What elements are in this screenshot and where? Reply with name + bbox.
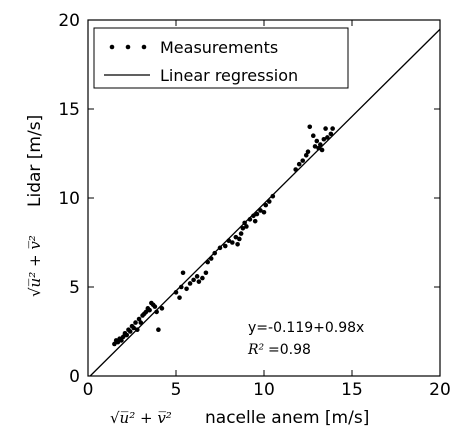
measurement-point	[127, 329, 133, 334]
measurement-point	[303, 152, 309, 158]
measurement-point	[187, 281, 193, 286]
measurement-point	[230, 240, 235, 245]
measurement-point	[328, 131, 334, 137]
legend-label-measurements: Measurements	[160, 38, 278, 57]
measurement-point	[119, 338, 124, 343]
y-tick-label: 0	[69, 367, 80, 387]
measurement-point	[156, 327, 161, 333]
measurement-point	[240, 225, 246, 231]
x-tick-label: 15	[341, 380, 363, 400]
measurement-point	[138, 320, 144, 325]
legend: Measurements Linear regression	[93, 27, 349, 89]
measurement-point	[194, 274, 200, 279]
measurement-point	[321, 136, 327, 142]
measurement-point	[124, 332, 130, 338]
y-tick-label: 15	[58, 100, 80, 120]
measurement-point	[307, 124, 313, 130]
legend-label-regression: Linear regression	[160, 66, 298, 85]
measurement-point	[237, 236, 242, 242]
measurement-point	[310, 133, 316, 138]
x-tick-label: 0	[83, 380, 94, 400]
data-layer	[89, 28, 441, 377]
measurement-point	[252, 218, 258, 224]
x-axis-label-text: nacelle anem [m/s]	[205, 408, 369, 428]
measurement-point	[152, 304, 158, 309]
measurement-point	[319, 147, 325, 153]
x-tick-label: 20	[429, 380, 451, 400]
measurement-point	[200, 275, 205, 281]
measurement-point	[300, 158, 306, 163]
measurement-point	[205, 259, 210, 265]
measurement-point	[133, 320, 138, 325]
measurement-point	[212, 250, 218, 256]
r-squared-value: =0.98	[268, 342, 311, 358]
measurement-point	[196, 279, 202, 284]
measurement-point	[305, 149, 311, 155]
y-axis-label-math: √u̅² + v̅²	[26, 235, 44, 297]
measurement-point	[120, 334, 126, 340]
y-tick-label: 10	[58, 189, 80, 209]
measurement-point	[235, 241, 240, 247]
measurement-point	[258, 208, 263, 213]
measurement-point	[330, 126, 335, 131]
y-axis-label-text: Lidar [m/s]	[25, 115, 45, 207]
measurement-point	[131, 325, 137, 331]
measurement-point	[233, 234, 239, 240]
measurement-point	[323, 126, 328, 131]
measurement-point	[270, 193, 276, 199]
measurement-point	[180, 270, 186, 276]
measurement-point	[112, 341, 117, 347]
measurement-point	[251, 213, 256, 219]
measurement-point	[318, 142, 323, 147]
measurement-point	[184, 286, 189, 292]
measurement-point	[115, 339, 121, 345]
measurement-point	[173, 290, 179, 295]
x-tick-label: 10	[253, 380, 275, 400]
measurement-point	[226, 238, 232, 244]
measurement-point	[261, 209, 267, 215]
measurement-point	[244, 224, 249, 229]
measurement-point	[254, 211, 260, 217]
measurement-point	[154, 309, 159, 315]
measurement-point	[247, 217, 253, 222]
measurement-point	[222, 243, 228, 249]
y-tick-label: 5	[69, 278, 80, 298]
measurement-point	[238, 231, 244, 236]
measurement-point	[217, 245, 223, 251]
y-axis-label: √u̅² + v̅² Lidar [m/s]	[25, 115, 45, 297]
x-axis-label-math: √u̅² + v̅²	[110, 409, 172, 427]
measurement-point	[296, 161, 302, 167]
measurement-point	[203, 270, 209, 276]
measurement-point	[316, 145, 321, 151]
x-axis-label: √u̅² + v̅² nacelle anem [m/s]	[110, 408, 369, 428]
measurement-point	[325, 135, 330, 140]
legend-box	[93, 27, 349, 89]
measurement-point	[177, 295, 182, 300]
measurement-point	[159, 306, 165, 311]
measurement-point	[134, 327, 140, 333]
y-tick-label: 20	[58, 11, 80, 31]
measurement-point	[312, 144, 318, 149]
regression-annotation: y=-0.119+0.98x R² =0.98	[247, 320, 364, 358]
measurement-point	[147, 307, 152, 313]
measurement-point	[263, 202, 269, 208]
measurement-point	[314, 138, 320, 144]
ticks-layer: 0 5 10 15 20 0 5 10 15 20	[58, 11, 450, 400]
measurement-point	[266, 199, 272, 204]
measurement-point	[178, 284, 184, 290]
x-tick-label: 5	[171, 380, 182, 400]
measurement-point	[242, 220, 247, 226]
regression-equation: y=-0.119+0.98x	[248, 320, 364, 336]
measurement-point	[143, 309, 149, 315]
legend-marker-measurements	[109, 44, 147, 50]
regression-line	[89, 28, 441, 377]
measurement-point	[293, 167, 298, 172]
r-squared-symbol: R²	[247, 342, 265, 358]
measurement-point	[191, 277, 196, 283]
measurement-point	[136, 316, 142, 322]
measurement-point	[208, 256, 214, 261]
